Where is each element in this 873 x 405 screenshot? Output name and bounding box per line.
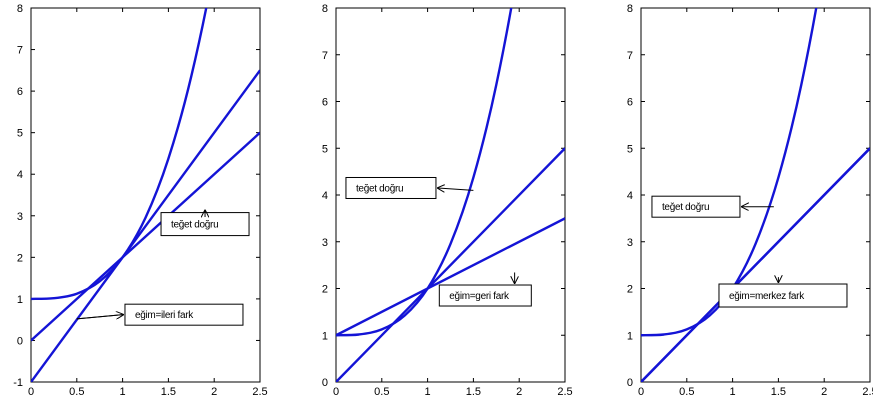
series-group	[31, 8, 260, 382]
x-tick-label: 1.5	[161, 386, 176, 398]
x-tick-label: 1	[120, 386, 126, 398]
series-group	[336, 8, 565, 382]
function-curve	[336, 8, 513, 337]
y-tick-label: 3	[627, 237, 633, 249]
y-tick-label: 4	[322, 190, 328, 202]
y-tick-label: 4	[627, 190, 633, 202]
difference-line	[641, 147, 870, 382]
annotation-box	[124, 303, 244, 326]
y-tick-label: 0	[17, 335, 23, 347]
difference-line	[31, 69, 260, 382]
annotation-box	[651, 195, 741, 218]
x-tick-label: 2.5	[557, 386, 572, 398]
tangent-line	[336, 147, 565, 382]
y-tick-label: 3	[322, 237, 328, 249]
y-tick-label: 6	[17, 86, 23, 98]
annotation-box	[718, 283, 848, 308]
chart-panel-1: 0 0.5 1 1.5 2 2.5 -1 0 1 2 3 4 5 6 7 8 teğet doğru eğim=i…	[13, 3, 267, 398]
chart-panel-2: 0 0.5 1 1.5 2 2.5 0 1 2 3 4 5 6 7 8 teğet doğru eğim=ger…	[322, 3, 573, 398]
x-tick-label: 2	[211, 386, 217, 398]
plot-frame	[30, 7, 261, 383]
x-tick-label: 0	[638, 386, 644, 398]
annotation-arrow	[438, 188, 474, 190]
annotation-arrowhead	[76, 315, 123, 320]
x-tick-label: 0.5	[679, 386, 694, 398]
y-tick-label: 3	[17, 211, 23, 223]
function-curve	[31, 8, 208, 301]
y-tick-label: 7	[17, 45, 23, 57]
y-tick-label: 6	[627, 97, 633, 109]
x-tick-label: 2	[821, 386, 827, 398]
y-tick-label: 5	[322, 143, 328, 155]
y-tick-label: 1	[17, 294, 23, 306]
x-tick-label: 0.5	[374, 386, 389, 398]
difference-line	[336, 217, 565, 337]
y-tick-label: 5	[627, 143, 633, 155]
x-tick-label: 1.5	[771, 386, 786, 398]
x-tick-label: 0	[333, 386, 339, 398]
y-tick-label: 8	[322, 3, 328, 15]
annotation-label: teğet doğru	[356, 183, 403, 194]
y-tick-label: 8	[17, 3, 23, 15]
y-tick-label: 4	[17, 169, 23, 181]
chart-panel-3: 0 0.5 1 1.5 2 2.5 0 1 2 3 4 5 6 7 8 teğet doğru eğim=mer…	[627, 3, 873, 398]
function-curve	[641, 8, 818, 337]
y-tick-label: 0	[322, 377, 328, 389]
annotation-label: teğet doğru	[171, 220, 218, 231]
x-tick-label: 2	[516, 386, 522, 398]
x-tick-label: 0.5	[69, 386, 84, 398]
x-tick-label: 2.5	[862, 386, 873, 398]
plot-frame	[640, 7, 871, 383]
x-tick-label: 1	[425, 386, 431, 398]
annotation-label: teğet doğru	[662, 202, 709, 213]
y-tick-label: 6	[322, 97, 328, 109]
y-tick-label: 2	[627, 284, 633, 296]
x-tick-label: 1	[730, 386, 736, 398]
annotation-box	[438, 284, 532, 307]
y-tick-label: 7	[322, 50, 328, 62]
y-tick-label: 7	[627, 50, 633, 62]
y-tick-label: 1	[627, 330, 633, 342]
x-tick-label: 1.5	[466, 386, 481, 398]
y-tick-label: -1	[13, 377, 23, 389]
x-tick-label: 2.5	[252, 386, 267, 398]
annotation-label: eğim=merkez fark	[729, 291, 805, 302]
y-tick-label: 2	[17, 252, 23, 264]
y-tick-label: 1	[322, 330, 328, 342]
y-tick-label: 5	[17, 128, 23, 140]
annotation-box	[345, 176, 437, 199]
y-tick-label: 8	[627, 3, 633, 15]
annotation-label: eğim=ileri fark	[135, 310, 194, 321]
y-tick-label: 0	[627, 377, 633, 389]
y-tick-label: 2	[322, 284, 328, 296]
annotation-label: eğim=geri fark	[449, 291, 510, 302]
series-group	[641, 8, 870, 382]
tangent-line	[31, 131, 260, 342]
x-tick-label: 0	[28, 386, 34, 398]
